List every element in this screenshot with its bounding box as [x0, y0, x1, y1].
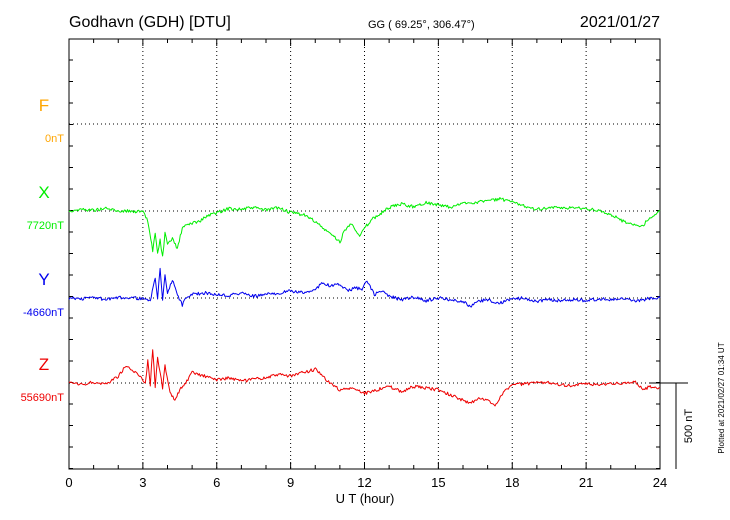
series-baseline-label: 7720nT [27, 220, 65, 232]
series-traces [68, 197, 661, 407]
series-name-label: Z [39, 355, 49, 374]
series-labels: F 0nT X 7720nT Y -4660nT Z 55690nT [21, 96, 65, 404]
series-baseline-label: 55690nT [21, 392, 65, 404]
x-tick-label: 18 [505, 475, 519, 490]
x-tick-label: 9 [287, 475, 294, 490]
x-axis: 0 3 6 9 12 15 18 21 24 [65, 39, 667, 490]
series-line-y [68, 267, 661, 308]
station-title: Godhavn (GDH) [DTU] [69, 14, 231, 31]
x-tick-label: 24 [653, 475, 667, 490]
chart-header: Godhavn (GDH) [DTU] GG ( 69.25°, 306.47°… [69, 14, 660, 31]
series-name-label: Y [38, 270, 49, 289]
chart-date: 2021/01/27 [580, 14, 660, 31]
x-tick-label: 6 [213, 475, 220, 490]
series-baseline-label: 0nT [45, 133, 64, 145]
series-name-label: X [38, 183, 49, 202]
station-coords: GG ( 69.25°, 306.47°) [368, 19, 475, 31]
series-name-label: F [39, 96, 49, 115]
series-baseline-label: -4660nT [23, 307, 64, 319]
series-line-z [68, 349, 661, 407]
x-axis-label: U T (hour) [336, 491, 395, 506]
scale-bar: 500 nT [650, 382, 695, 469]
x-tick-label: 15 [431, 475, 445, 490]
x-tick-label: 3 [139, 475, 146, 490]
plotted-at-note: Plotted at 2021/02/27 01:34 UT [717, 342, 726, 453]
x-tick-label: 12 [357, 475, 371, 490]
scale-bar-label: 500 nT [683, 409, 695, 444]
x-tick-label: 0 [65, 475, 72, 490]
series-line-x [68, 197, 661, 257]
x-tick-label: 21 [579, 475, 593, 490]
grid [69, 39, 660, 469]
